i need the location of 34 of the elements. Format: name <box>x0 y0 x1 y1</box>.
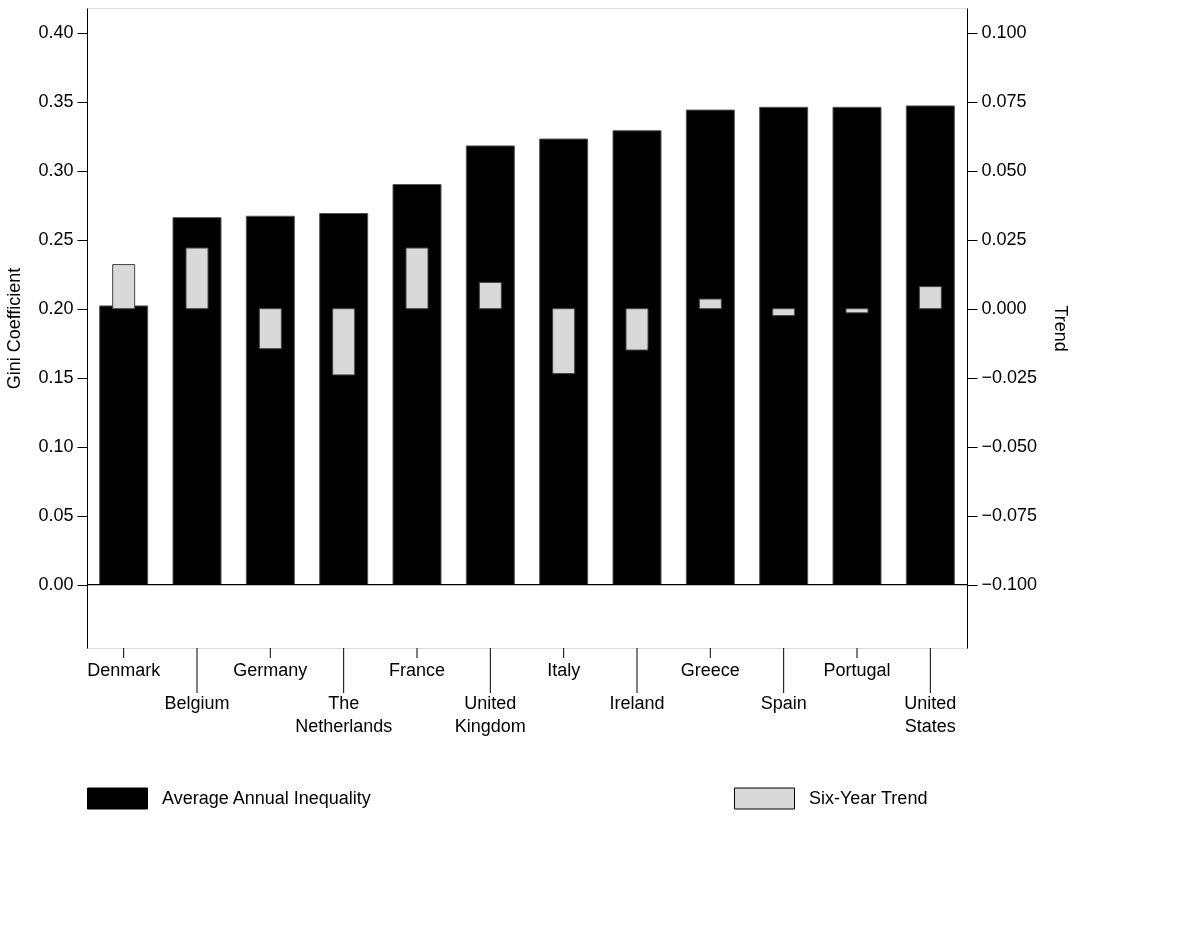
y-tick-label: 0.00 <box>38 574 74 595</box>
y-tick-label: 0.25 <box>38 229 74 250</box>
y-axis-title: Gini Coefficient <box>4 267 25 390</box>
x-tick-label: Spain <box>760 693 807 713</box>
y-tick-label: 0.20 <box>38 298 74 319</box>
y2-tick-label: −0.100 <box>981 574 1038 595</box>
y-tick-label: 0.35 <box>38 91 74 112</box>
x-tick-label: The Netherlands <box>295 693 393 736</box>
y-tick-label: 0.40 <box>38 22 74 43</box>
y2-axis-title: Trend <box>1051 305 1072 352</box>
y2-tick-label: −0.075 <box>981 505 1038 526</box>
x-tick-label: France <box>388 660 446 680</box>
x-tick-label: Denmark <box>87 660 162 680</box>
x-tick-label: United Kingdom <box>454 693 526 736</box>
y-tick-label: 0.10 <box>38 436 74 457</box>
y-tick-label: 0.15 <box>38 367 74 388</box>
y2-tick-label: 0.025 <box>981 229 1027 250</box>
legend-label: Average Annual Inequality <box>162 787 371 808</box>
y2-tick-label: 0.050 <box>981 160 1027 181</box>
x-tick-label: Ireland <box>609 693 665 713</box>
y-tick-label: 0.05 <box>38 505 74 526</box>
y-tick-label: 0.30 <box>38 160 74 181</box>
y2-tick-label: −0.050 <box>981 436 1038 457</box>
y2-tick-label: 0.075 <box>981 91 1027 112</box>
x-tick-label: Greece <box>680 660 740 680</box>
x-tick-label: Belgium <box>164 693 230 713</box>
x-tick-label: Germany <box>233 660 308 680</box>
y2-tick-label: 0.000 <box>981 298 1027 319</box>
y2-tick-label: −0.025 <box>981 367 1038 388</box>
x-tick-label: Italy <box>547 660 581 680</box>
legend-label: Six-Year Trend <box>809 787 928 808</box>
x-tick-label: Portugal <box>823 660 891 680</box>
y2-tick-label: 0.100 <box>981 22 1027 43</box>
x-tick-label: United States <box>904 693 957 736</box>
